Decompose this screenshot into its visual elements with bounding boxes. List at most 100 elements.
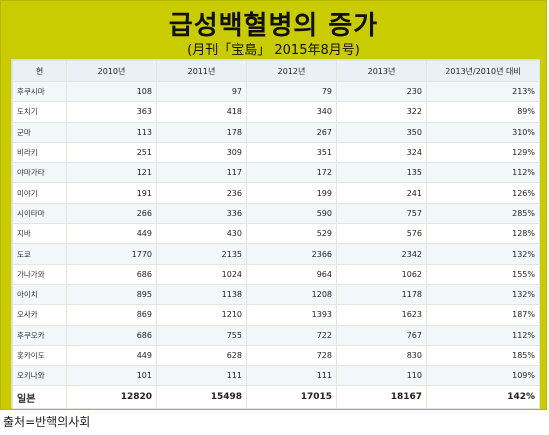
table-row: 가나가와 686 1024 964 1062 155% xyxy=(12,263,540,285)
table-row: 아이치 895 1138 1208 1178 132% xyxy=(12,283,540,306)
ratio-cell: 185% xyxy=(426,344,540,367)
value-cell: 101 xyxy=(66,365,157,387)
value-cell: 110 xyxy=(336,365,427,387)
prefecture-cell: 미야기 xyxy=(12,182,67,204)
ratio-cell: 129% xyxy=(426,141,540,164)
value-cell: 2366 xyxy=(246,243,337,265)
value-cell: 449 xyxy=(66,344,157,367)
value-cell: 309 xyxy=(156,141,247,164)
value-cell: 350 xyxy=(336,121,427,143)
column-header-2011: 2011년 xyxy=(156,60,247,82)
table-row: 오키나와 101 111 111 110 109% xyxy=(12,365,540,387)
column-header-2012: 2012년 xyxy=(246,60,337,82)
table-row: 도치기 363 418 340 322 89% xyxy=(12,101,540,123)
value-cell: 869 xyxy=(66,304,157,326)
value-cell: 2135 xyxy=(156,243,247,265)
value-cell: 767 xyxy=(336,324,427,346)
value-cell: 1210 xyxy=(156,304,247,326)
value-cell: 15498 xyxy=(156,385,247,410)
value-cell: 1623 xyxy=(336,304,427,326)
prefecture-cell: 일본 xyxy=(12,385,67,410)
table-row: 도쿄 1770 2135 2366 2342 132% xyxy=(12,243,540,265)
value-cell: 722 xyxy=(246,324,337,346)
table-row: 홋카이도 449 628 728 830 185% xyxy=(12,344,540,367)
prefecture-cell: 가나가와 xyxy=(12,263,67,285)
value-cell: 686 xyxy=(66,263,157,285)
value-cell: 757 xyxy=(336,202,427,225)
ratio-cell: 310% xyxy=(426,121,540,143)
value-cell: 79 xyxy=(246,80,337,103)
prefecture-cell: 아이치 xyxy=(12,283,67,306)
ratio-cell: 109% xyxy=(426,365,540,387)
table-row: 후쿠시마 108 97 79 230 213% xyxy=(12,80,540,103)
ratio-cell: 155% xyxy=(426,263,540,285)
value-cell: 336 xyxy=(156,202,247,225)
ratio-cell: 132% xyxy=(426,243,540,265)
value-cell: 1770 xyxy=(66,243,157,265)
table-header-row: 현 2010년 2011년 2012년 2013년 2013년/2010년 대비 xyxy=(12,60,540,82)
value-cell: 529 xyxy=(246,223,337,245)
ratio-cell: 126% xyxy=(426,182,540,204)
table-row: 오사카 869 1210 1393 1623 187% xyxy=(12,304,540,326)
value-cell: 111 xyxy=(156,365,247,387)
value-cell: 18167 xyxy=(336,385,427,410)
prefecture-cell: 도치기 xyxy=(12,101,67,123)
value-cell: 1024 xyxy=(156,263,247,285)
value-cell: 97 xyxy=(156,80,247,103)
value-cell: 830 xyxy=(336,344,427,367)
value-cell: 241 xyxy=(336,182,427,204)
value-cell: 117 xyxy=(156,162,247,184)
prefecture-cell: 후쿠오카 xyxy=(12,324,67,346)
ratio-cell: 128% xyxy=(426,223,540,245)
value-cell: 1138 xyxy=(156,283,247,306)
value-cell: 324 xyxy=(336,141,427,164)
prefecture-cell: 후쿠시마 xyxy=(12,80,67,103)
value-cell: 111 xyxy=(246,365,337,387)
ratio-cell: 132% xyxy=(426,283,540,306)
column-header-prefecture: 현 xyxy=(12,60,67,82)
value-cell: 576 xyxy=(336,223,427,245)
value-cell: 113 xyxy=(66,121,157,143)
prefecture-cell: 오키나와 xyxy=(12,365,67,387)
table-row: 야마가타 121 117 172 135 112% xyxy=(12,162,540,184)
value-cell: 340 xyxy=(246,101,337,123)
value-cell: 230 xyxy=(336,80,427,103)
source-credit: 출처=반핵의사회 xyxy=(3,415,91,429)
value-cell: 728 xyxy=(246,344,337,367)
prefecture-cell: 오사카 xyxy=(12,304,67,326)
value-cell: 178 xyxy=(156,121,247,143)
value-cell: 895 xyxy=(66,283,157,306)
value-cell: 2342 xyxy=(336,243,427,265)
table-row: 후쿠오카 686 755 722 767 112% xyxy=(12,324,540,346)
chart-panel: 급성백혈병의 증가 (月刊「宝島」 2015年8月号) 현 2010년 2011… xyxy=(0,0,547,410)
value-cell: 449 xyxy=(66,223,157,245)
ratio-cell: 142% xyxy=(426,385,540,410)
value-cell: 418 xyxy=(156,101,247,123)
table-row: 비라키 251 309 351 324 129% xyxy=(12,141,540,164)
table-row: 미야기 191 236 199 241 126% xyxy=(12,182,540,204)
prefecture-cell: 군마 xyxy=(12,121,67,143)
prefecture-cell: 홋카이도 xyxy=(12,344,67,367)
table-row: 군마 113 178 267 350 310% xyxy=(12,121,540,143)
value-cell: 1178 xyxy=(336,283,427,306)
value-cell: 12820 xyxy=(66,385,157,410)
value-cell: 590 xyxy=(246,202,337,225)
ratio-cell: 213% xyxy=(426,80,540,103)
prefecture-cell: 비라키 xyxy=(12,141,67,164)
value-cell: 755 xyxy=(156,324,247,346)
value-cell: 17015 xyxy=(246,385,337,410)
value-cell: 964 xyxy=(246,263,337,285)
table-total-row: 일본 12820 15498 17015 18167 142% xyxy=(12,385,540,410)
value-cell: 1393 xyxy=(246,304,337,326)
value-cell: 266 xyxy=(66,202,157,225)
value-cell: 251 xyxy=(66,141,157,164)
column-header-ratio: 2013년/2010년 대비 xyxy=(426,60,540,82)
value-cell: 108 xyxy=(66,80,157,103)
value-cell: 267 xyxy=(246,121,337,143)
ratio-cell: 285% xyxy=(426,202,540,225)
ratio-cell: 89% xyxy=(426,101,540,123)
value-cell: 351 xyxy=(246,141,337,164)
data-table: 현 2010년 2011년 2012년 2013년 2013년/2010년 대비… xyxy=(12,60,540,410)
value-cell: 191 xyxy=(66,182,157,204)
ratio-cell: 112% xyxy=(426,324,540,346)
